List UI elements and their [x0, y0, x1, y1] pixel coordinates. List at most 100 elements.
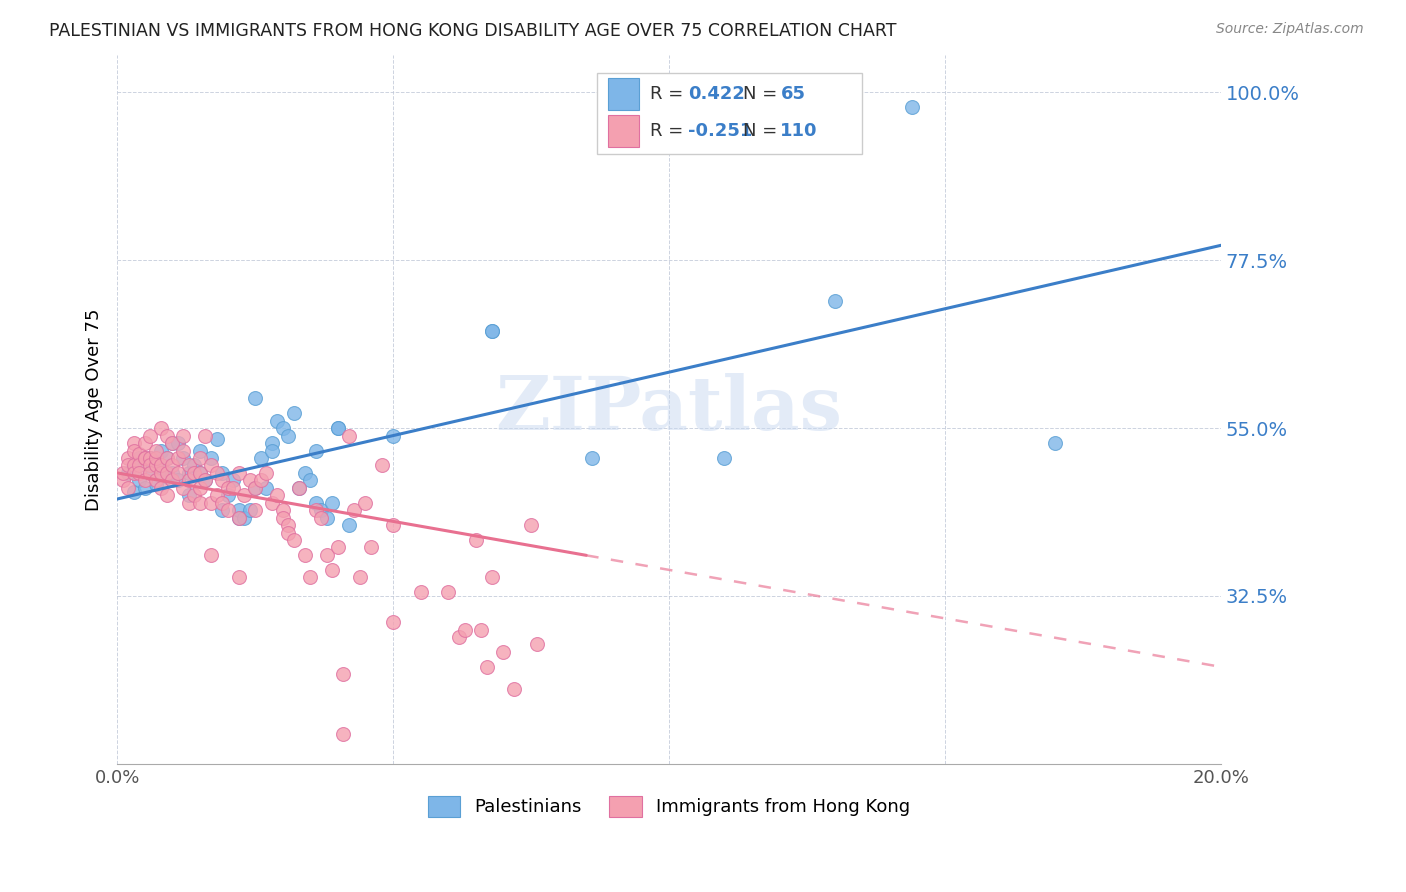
- Point: [228, 570, 250, 584]
- Point: [217, 503, 239, 517]
- Point: [205, 433, 228, 447]
- Point: [150, 462, 173, 476]
- Point: [492, 645, 515, 659]
- Point: [167, 450, 190, 465]
- Point: [243, 392, 266, 406]
- Point: [172, 481, 194, 495]
- Point: [211, 466, 233, 480]
- Point: [233, 510, 256, 524]
- Point: [134, 458, 156, 473]
- Point: [243, 503, 266, 517]
- Point: [200, 458, 222, 473]
- Point: [311, 503, 333, 517]
- Point: [326, 421, 349, 435]
- Point: [177, 488, 200, 502]
- Point: [150, 458, 173, 473]
- Point: [194, 474, 217, 488]
- Point: [260, 436, 283, 450]
- Point: [177, 496, 200, 510]
- Point: [228, 510, 250, 524]
- Point: [188, 443, 211, 458]
- Point: [382, 518, 405, 533]
- FancyBboxPatch shape: [598, 73, 862, 154]
- Point: [526, 637, 548, 651]
- Point: [243, 481, 266, 495]
- Point: [128, 458, 150, 473]
- Text: PALESTINIAN VS IMMIGRANTS FROM HONG KONG DISABILITY AGE OVER 75 CORRELATION CHAR: PALESTINIAN VS IMMIGRANTS FROM HONG KONG…: [49, 22, 897, 40]
- Point: [172, 450, 194, 465]
- Y-axis label: Disability Age Over 75: Disability Age Over 75: [86, 309, 103, 511]
- Point: [156, 466, 179, 480]
- Point: [271, 503, 294, 517]
- Point: [254, 481, 277, 495]
- Legend: Palestinians, Immigrants from Hong Kong: Palestinians, Immigrants from Hong Kong: [419, 787, 920, 826]
- Text: -0.251: -0.251: [688, 122, 752, 140]
- Point: [128, 474, 150, 488]
- Point: [188, 496, 211, 510]
- Point: [134, 481, 156, 495]
- Point: [277, 525, 299, 540]
- Text: R =: R =: [650, 85, 689, 103]
- Point: [481, 324, 503, 338]
- Point: [183, 488, 205, 502]
- Point: [139, 466, 162, 480]
- Point: [409, 585, 432, 599]
- Point: [382, 428, 405, 442]
- Point: [382, 615, 405, 629]
- Text: 65: 65: [780, 85, 806, 103]
- Point: [305, 503, 328, 517]
- Point: [277, 428, 299, 442]
- Point: [260, 443, 283, 458]
- Point: [177, 466, 200, 480]
- Point: [581, 450, 603, 465]
- Point: [177, 458, 200, 473]
- Point: [111, 474, 134, 488]
- Point: [332, 667, 354, 681]
- Point: [222, 481, 245, 495]
- Point: [145, 477, 167, 491]
- Text: ZIPatlas: ZIPatlas: [495, 373, 842, 446]
- Point: [464, 533, 486, 547]
- Point: [481, 324, 503, 338]
- Point: [315, 510, 337, 524]
- Text: Source: ZipAtlas.com: Source: ZipAtlas.com: [1216, 22, 1364, 37]
- Bar: [609, 78, 640, 110]
- Text: 110: 110: [780, 122, 818, 140]
- Point: [337, 428, 360, 442]
- Point: [311, 510, 333, 524]
- Point: [211, 496, 233, 510]
- Point: [117, 458, 139, 473]
- Point: [233, 488, 256, 502]
- Point: [122, 436, 145, 450]
- Point: [122, 484, 145, 499]
- Text: N =: N =: [742, 122, 783, 140]
- Point: [194, 428, 217, 442]
- Point: [271, 421, 294, 435]
- Point: [156, 450, 179, 465]
- Point: [162, 458, 184, 473]
- Point: [122, 458, 145, 473]
- Point: [228, 510, 250, 524]
- Point: [128, 447, 150, 461]
- Point: [150, 443, 173, 458]
- Point: [266, 414, 288, 428]
- Point: [449, 630, 471, 644]
- Point: [139, 450, 162, 465]
- Point: [188, 450, 211, 465]
- Point: [321, 496, 343, 510]
- Point: [205, 488, 228, 502]
- Point: [520, 518, 543, 533]
- Point: [156, 488, 179, 502]
- Point: [321, 563, 343, 577]
- Point: [200, 496, 222, 510]
- Point: [305, 496, 328, 510]
- Point: [117, 466, 139, 480]
- Point: [332, 727, 354, 741]
- Point: [239, 474, 262, 488]
- Point: [150, 466, 173, 480]
- Point: [162, 436, 184, 450]
- Point: [1045, 436, 1067, 450]
- Point: [824, 294, 846, 309]
- Point: [371, 458, 394, 473]
- Point: [228, 503, 250, 517]
